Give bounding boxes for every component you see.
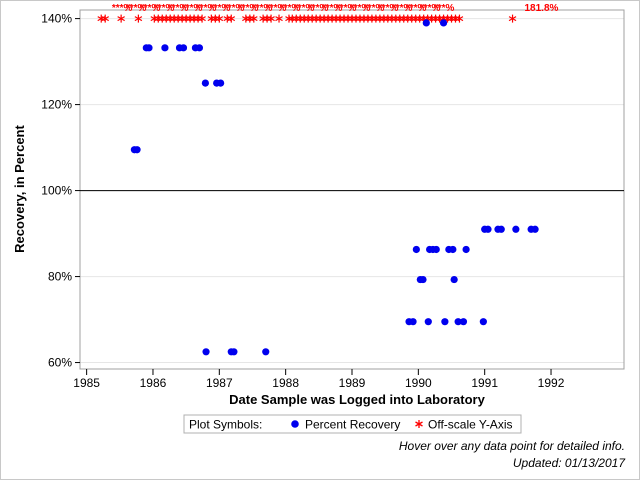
- x-tick-label: 1988: [272, 376, 299, 390]
- recovery-point[interactable]: [459, 318, 468, 326]
- recovery-point[interactable]: [449, 245, 457, 254]
- recovery-point[interactable]: [133, 146, 141, 154]
- off-scale-point[interactable]: [267, 14, 275, 23]
- recovery-point[interactable]: [424, 318, 432, 326]
- off-scale-label-glyph: ***%: [420, 3, 441, 14]
- off-scale-label-glyph: ***%: [112, 3, 133, 14]
- off-scale-label-glyph: ***%: [196, 3, 217, 14]
- off-scale-point[interactable]: [215, 14, 224, 23]
- off-scale-label-glyph: ***%: [308, 3, 329, 14]
- off-scale-point[interactable]: [455, 14, 464, 23]
- off-scale-label-glyph: ***%: [252, 3, 273, 14]
- legend-entry-percent-recovery: Percent Recovery: [305, 418, 400, 432]
- updated-note: Updated: 01/13/2017: [512, 456, 625, 470]
- recovery-point[interactable]: [412, 245, 420, 254]
- off-scale-point[interactable]: [117, 14, 125, 23]
- off-scale-label-glyph: ***%: [126, 3, 147, 14]
- recovery-point[interactable]: [262, 348, 270, 356]
- off-scale-label-glyph: ***%: [322, 3, 343, 14]
- off-scale-point[interactable]: [227, 14, 236, 23]
- off-scale-point[interactable]: [508, 14, 517, 23]
- data-marks: 181.8%: [97, 3, 559, 356]
- off-scale-label-glyph: ***%: [434, 3, 455, 14]
- legend-circle-marker: [291, 420, 299, 428]
- recovery-point[interactable]: [454, 318, 462, 326]
- y-axis-title: Recovery, in Percent: [12, 125, 27, 253]
- x-tick-label: 1990: [405, 376, 432, 390]
- x-tick-label: 1989: [339, 376, 366, 390]
- off-scale-point[interactable]: [285, 14, 293, 23]
- recovery-point[interactable]: [479, 318, 487, 326]
- y-tick-label: 60%: [48, 356, 72, 370]
- off-scale-point[interactable]: [250, 14, 258, 23]
- x-axis-title: Date Sample was Logged into Laboratory: [229, 392, 485, 407]
- recovery-point[interactable]: [512, 225, 520, 233]
- off-scale-point[interactable]: [101, 14, 110, 23]
- off-scale-label-glyph: ***%: [294, 3, 315, 14]
- legend-asterisk-marker: [415, 420, 423, 428]
- recovery-point[interactable]: [230, 348, 238, 356]
- off-scale-point[interactable]: [198, 14, 206, 23]
- off-scale-label-glyph: ***%: [224, 3, 245, 14]
- recovery-point[interactable]: [422, 19, 430, 27]
- off-scale-label-glyph: ***%: [238, 3, 259, 14]
- off-scale-label-glyph: ***%: [154, 3, 175, 14]
- axis-titles: Date Sample was Logged into Laboratory R…: [12, 125, 486, 407]
- off-scale-label-glyph: ***%: [266, 3, 287, 14]
- recovery-point[interactable]: [531, 225, 539, 233]
- plot-area: [79, 9, 625, 370]
- recovery-point[interactable]: [179, 44, 188, 52]
- recovery-point[interactable]: [217, 79, 225, 87]
- off-scale-label-glyph: ***%: [140, 3, 161, 14]
- recovery-point[interactable]: [161, 44, 169, 52]
- y-tick-label: 120%: [41, 98, 72, 112]
- legend-box: [183, 414, 522, 434]
- recovery-point[interactable]: [202, 348, 210, 356]
- legend: Plot Symbols: Percent Recovery Off-scale…: [183, 414, 522, 434]
- off-scale-point[interactable]: [275, 14, 283, 23]
- recovery-point[interactable]: [201, 79, 209, 87]
- x-tick-label: 1985: [73, 376, 100, 390]
- off-scale-label-band: ***%***%***%***%***%***%***%***%***%***%…: [112, 3, 455, 14]
- recovery-point[interactable]: [409, 318, 417, 326]
- off-scale-label-glyph: ***%: [168, 3, 189, 14]
- annotation-label: 181.8%: [524, 3, 558, 14]
- y-tick-label: 80%: [48, 270, 72, 284]
- off-scale-label-glyph: ***%: [350, 3, 371, 14]
- off-scale-label-glyph: ***%: [336, 3, 357, 14]
- off-scale-label-glyph: ***%: [182, 3, 203, 14]
- off-scale-label-glyph: ***%: [364, 3, 385, 14]
- recovery-point[interactable]: [432, 245, 440, 254]
- off-scale-label-glyph: ***%: [210, 3, 231, 14]
- off-scale-label-glyph: ***%: [392, 3, 413, 14]
- recovery-point[interactable]: [195, 44, 204, 52]
- axes: 60% 80% 100% 120% 140% 1985 1986 1987 1988 1989 19…: [41, 9, 625, 390]
- off-scale-label-glyph: ***%: [378, 3, 399, 14]
- recovery-point[interactable]: [450, 275, 458, 284]
- recovery-point[interactable]: [145, 44, 153, 52]
- recovery-point[interactable]: [419, 275, 427, 284]
- recovery-point[interactable]: [441, 318, 449, 326]
- x-tick-label: 1986: [140, 376, 167, 390]
- recovery-point[interactable]: [497, 225, 505, 233]
- recovery-point[interactable]: [484, 225, 492, 233]
- hover-note: Hover over any data point for detailed i…: [398, 439, 625, 453]
- legend-entry-off-scale: Off-scale Y-Axis: [428, 418, 512, 432]
- legend-title: Plot Symbols:: [189, 418, 262, 432]
- off-scale-label-glyph: ***%: [280, 3, 301, 14]
- recovery-point[interactable]: [462, 245, 470, 254]
- recovery-point[interactable]: [439, 19, 448, 27]
- y-tick-label: 100%: [41, 184, 72, 198]
- off-scale-point[interactable]: [134, 14, 143, 23]
- off-scale-label-glyph: ***%: [406, 3, 427, 14]
- y-tick-label: 140%: [41, 12, 72, 26]
- x-tick-label: 1987: [206, 376, 233, 390]
- x-tick-label: 1992: [538, 376, 565, 390]
- x-tick-label: 1991: [471, 376, 498, 390]
